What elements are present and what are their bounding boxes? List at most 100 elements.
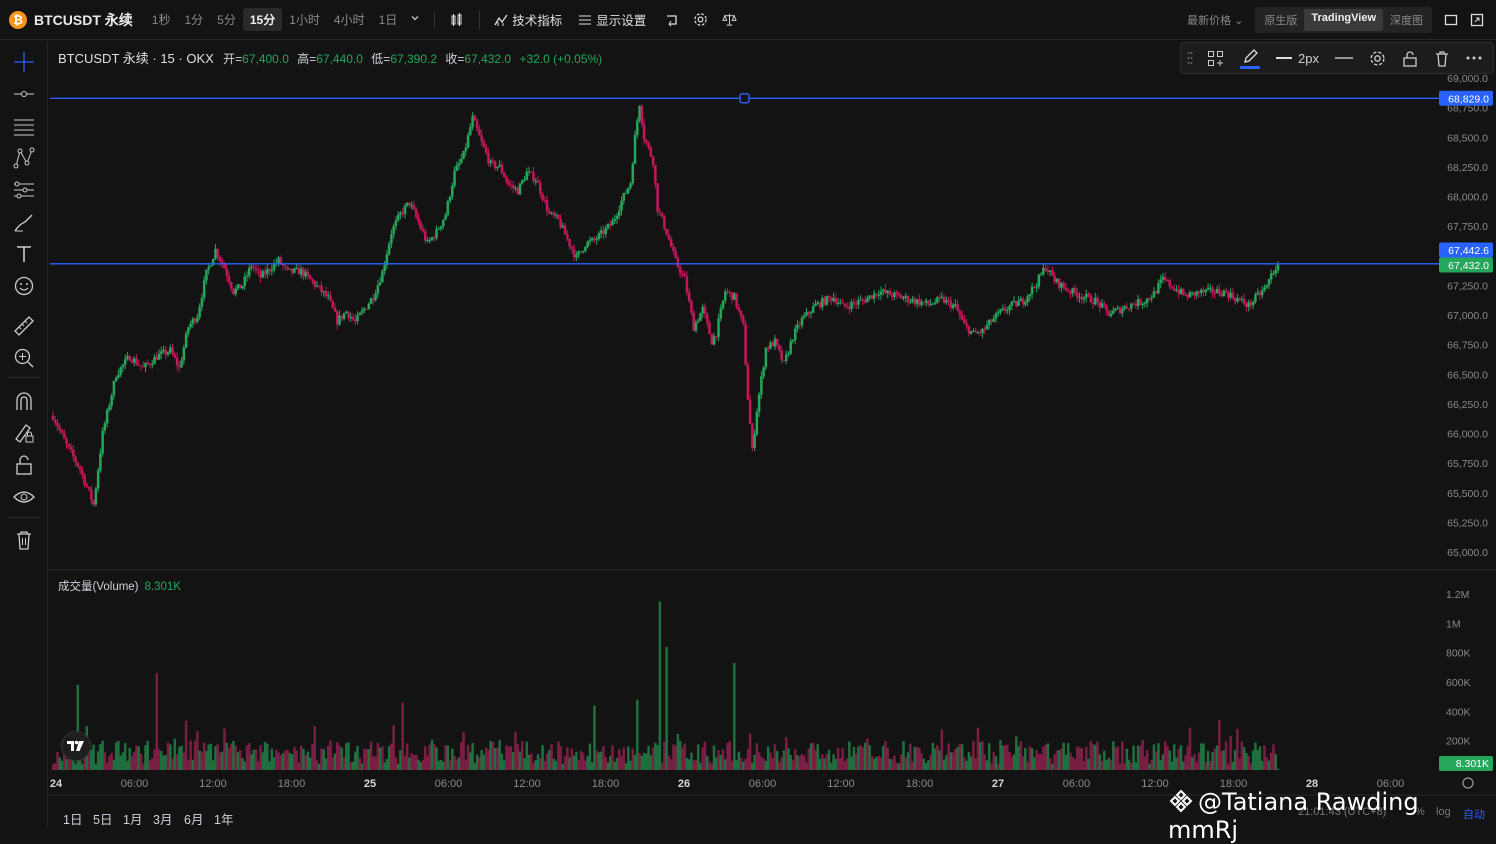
range-button-0[interactable]: 1日 xyxy=(63,813,83,827)
log-toggle[interactable]: log xyxy=(1436,806,1451,818)
interval-1[interactable]: 1分 xyxy=(184,13,204,27)
unlock-icon[interactable] xyxy=(1394,50,1426,67)
candle-body xyxy=(1236,298,1239,302)
candle-body xyxy=(169,347,172,353)
legend-title[interactable]: BTCUSDT 永续 · 15 · OKX xyxy=(58,51,214,66)
line-style-icon[interactable] xyxy=(1327,56,1361,60)
interval-4[interactable]: 1小时 xyxy=(289,13,320,27)
templates-icon[interactable] xyxy=(1199,50,1232,67)
candle-body xyxy=(428,240,431,242)
candle-body xyxy=(545,200,549,212)
interval-2[interactable]: 5分 xyxy=(217,13,236,27)
interval-group: 1秒 1分 5分 15分 1小时 4小时 1日 xyxy=(145,8,404,31)
volume-bar xyxy=(421,759,425,770)
settings-icon[interactable] xyxy=(1361,50,1394,67)
candle-body xyxy=(1188,292,1192,298)
interval-3[interactable]: 15分 xyxy=(242,8,283,31)
settings-icon[interactable] xyxy=(686,12,715,27)
chart-type-icon[interactable] xyxy=(443,12,471,27)
drag-handle-icon[interactable] xyxy=(1181,51,1199,65)
text-icon[interactable] xyxy=(12,242,36,266)
fib-icon[interactable] xyxy=(12,178,36,202)
candle-body xyxy=(1186,294,1190,298)
volume-bar xyxy=(1150,759,1153,770)
range-button-3[interactable]: 3月 xyxy=(153,813,173,827)
volume-bar xyxy=(1209,761,1212,770)
range-button-5[interactable]: 1年 xyxy=(214,813,234,827)
volume-bar xyxy=(893,755,896,770)
tradingview-logo[interactable] xyxy=(61,731,91,761)
display-settings-button[interactable]: 显示设置 xyxy=(572,10,652,29)
zoom-in-icon[interactable] xyxy=(12,346,36,370)
horizontal-lines-icon[interactable] xyxy=(12,114,36,138)
line-width-select[interactable]: 2px xyxy=(1276,50,1319,66)
candle-body xyxy=(1073,288,1077,293)
candle-body xyxy=(1060,282,1063,288)
price-mode-select[interactable]: 最新价格 ⌄ xyxy=(1187,15,1244,27)
candle-body xyxy=(236,284,240,289)
view-tab-1[interactable]: TradingView xyxy=(1304,9,1383,31)
fullscreen-icon[interactable] xyxy=(1470,13,1484,27)
volume-bar xyxy=(681,747,684,770)
ruler-icon[interactable] xyxy=(12,314,36,338)
eye-icon[interactable] xyxy=(12,485,36,509)
candle-body xyxy=(1245,303,1248,307)
price-tick: 66,250.0 xyxy=(1447,399,1488,411)
more-icon[interactable] xyxy=(1458,56,1490,60)
interval-6[interactable]: 1日 xyxy=(378,13,398,27)
trash-icon[interactable] xyxy=(12,528,36,552)
candle-body xyxy=(322,291,325,293)
close-value: 67,432.0 xyxy=(464,52,512,66)
auto-toggle[interactable]: 自动 xyxy=(1463,809,1485,821)
volume-bar xyxy=(974,758,977,770)
brush-icon[interactable] xyxy=(12,210,36,234)
emoji-icon[interactable] xyxy=(12,274,36,298)
volume-bar xyxy=(622,747,626,770)
trash-icon[interactable] xyxy=(1426,50,1458,67)
candle-body xyxy=(227,275,231,283)
line-color-icon[interactable] xyxy=(1232,48,1268,69)
candle-body xyxy=(739,310,743,317)
lock-icon[interactable] xyxy=(12,453,36,477)
candle-body xyxy=(263,271,267,275)
view-tab-0[interactable]: 原生版 xyxy=(1264,15,1298,27)
percent-toggle[interactable]: % xyxy=(1415,806,1425,818)
trend-line-icon[interactable] xyxy=(12,82,36,106)
lock-drawing-icon[interactable] xyxy=(12,421,36,445)
volume-bar xyxy=(1154,751,1158,770)
volume-tick: 1M xyxy=(1446,618,1461,630)
candle-body xyxy=(101,430,104,454)
indicators-button[interactable]: 技术指标 xyxy=(488,10,568,29)
candle-body xyxy=(496,166,499,169)
volume-bar xyxy=(1204,762,1208,770)
candle-body xyxy=(798,324,801,326)
volume-bar xyxy=(1008,751,1011,770)
volume-bar xyxy=(1272,744,1275,770)
crosshair-icon[interactable] xyxy=(12,50,36,74)
pattern-icon[interactable] xyxy=(12,146,36,170)
view-tab-2[interactable]: 深度图 xyxy=(1390,15,1423,27)
balance-scale-icon[interactable] xyxy=(715,12,744,27)
volume-bar xyxy=(672,744,675,770)
chevron-down-icon[interactable] xyxy=(404,13,426,26)
window-icon[interactable] xyxy=(1444,13,1458,27)
magnet-icon[interactable] xyxy=(12,389,36,413)
price-chart[interactable]: 69,000.068,750.068,500.068,250.068,000.0… xyxy=(48,41,1496,828)
candle-body xyxy=(861,299,865,301)
volume-bar xyxy=(518,751,522,770)
interval-5[interactable]: 4小时 xyxy=(333,13,365,27)
candle-body xyxy=(1211,287,1214,293)
symbol-selector[interactable]: BTCUSDT 永续 xyxy=(34,11,133,28)
volume-bar xyxy=(387,746,391,770)
candle-body xyxy=(51,415,55,420)
undo-icon[interactable] xyxy=(658,13,686,27)
horizontal-lines[interactable] xyxy=(50,93,1440,265)
interval-0[interactable]: 1秒 xyxy=(151,13,171,27)
candle-body xyxy=(830,297,833,301)
candle-body xyxy=(1080,296,1083,300)
range-button-1[interactable]: 5日 xyxy=(93,813,113,827)
range-button-2[interactable]: 1月 xyxy=(123,813,143,827)
range-button-4[interactable]: 6月 xyxy=(184,813,204,827)
volume-bar xyxy=(419,762,422,770)
volume-label[interactable]: 成交量(Volume) xyxy=(58,581,139,593)
